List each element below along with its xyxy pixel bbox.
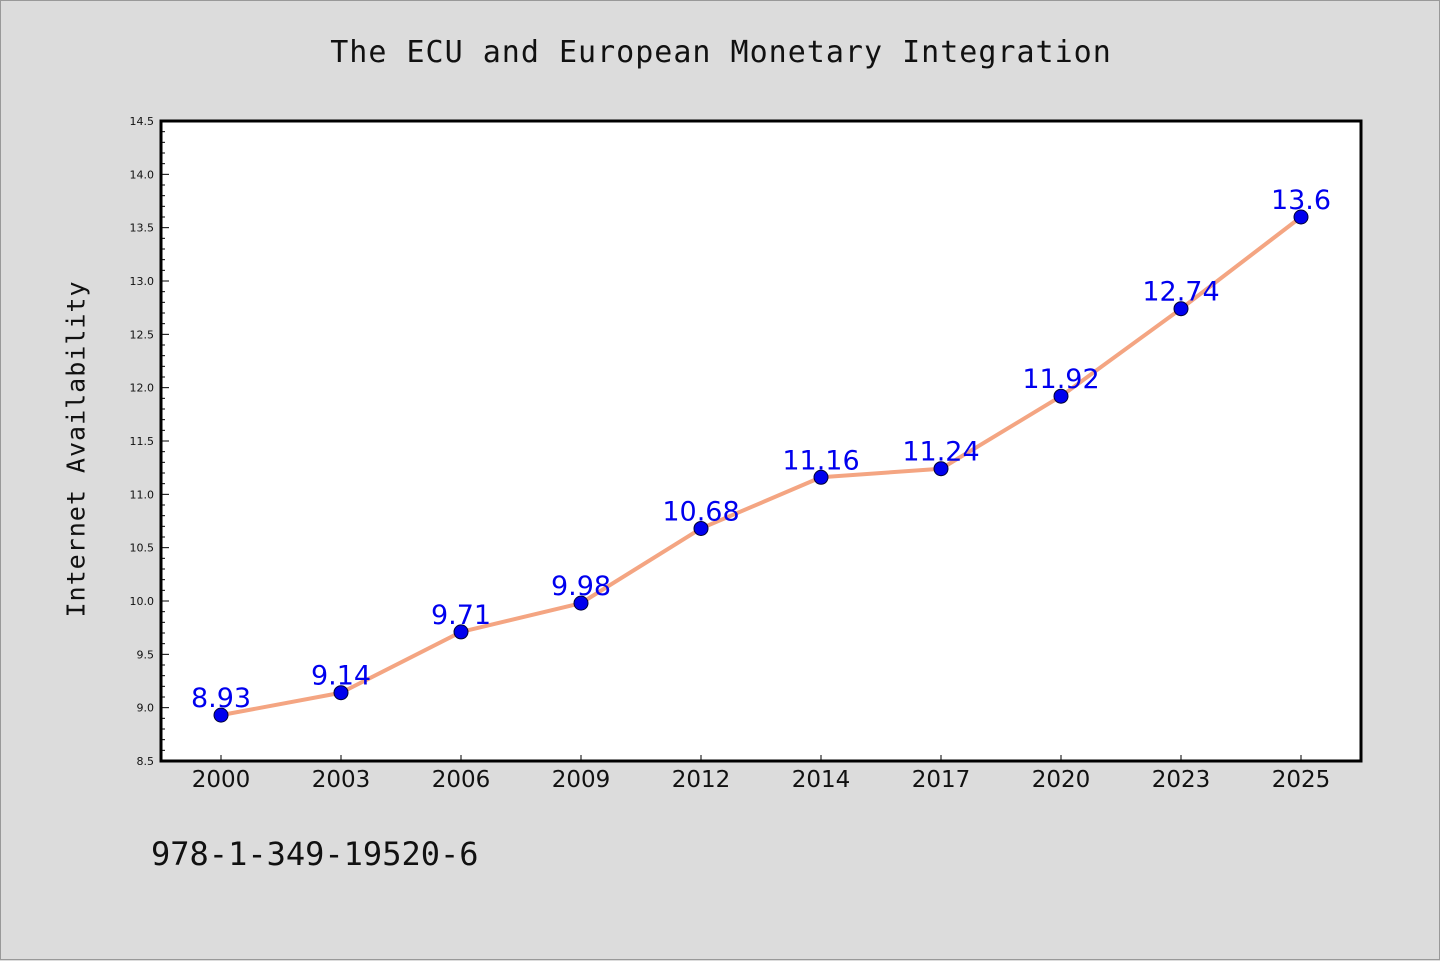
data-point-marker — [693, 520, 709, 536]
y-tick-label: 10.0 — [130, 595, 155, 608]
data-point-marker — [933, 461, 949, 477]
data-point-marker — [1053, 388, 1069, 404]
x-tick-label: 2012 — [672, 767, 731, 793]
data-label: 9.98 — [551, 571, 611, 602]
x-tick-label: 2014 — [792, 767, 851, 793]
y-tick-label: 10.5 — [130, 542, 155, 555]
data-label: 10.68 — [662, 496, 739, 527]
data-label: 11.92 — [1022, 364, 1099, 395]
y-axis-ticks: 8.5 9.0 9.5 10.0 10.5 11.0 11.5 12.0 12.5 13.0 13.… — [130, 115, 169, 768]
x-tick-label: 2020 — [1032, 767, 1091, 793]
data-point-marker — [573, 595, 589, 611]
y-tick-label: 11.5 — [130, 435, 155, 448]
y-tick-label: 12.5 — [130, 328, 155, 341]
data-label: 11.16 — [782, 445, 859, 476]
y-tick-label: 13.0 — [130, 275, 155, 288]
data-label: 12.74 — [1142, 277, 1219, 308]
y-tick-label: 14.0 — [130, 168, 155, 181]
data-label: 11.24 — [902, 437, 979, 468]
x-tick-label: 2000 — [192, 767, 251, 793]
y-tick-label: 11.0 — [130, 488, 155, 501]
x-axis-ticks: 2000 2003 2006 2009 2012 2014 2017 2020 2023 2025 — [192, 755, 1331, 793]
series-line — [219, 215, 1303, 718]
y-tick-label: 9.0 — [137, 702, 155, 715]
y-tick-label: 13.5 — [130, 222, 155, 235]
data-labels-group: 8.93 9.14 9.71 9.98 10.68 11.16 11.24 11.92 12.7… — [191, 185, 1331, 714]
data-point-marker — [813, 469, 829, 485]
data-point-marker — [1173, 301, 1189, 317]
series-line-group — [213, 209, 1309, 723]
data-label: 9.71 — [431, 600, 491, 631]
data-point-marker — [1293, 209, 1309, 225]
data-point-marker — [333, 685, 349, 701]
data-point-marker — [213, 707, 229, 723]
data-point-marker — [453, 624, 469, 640]
x-tick-label: 2003 — [312, 767, 371, 793]
data-label: 13.6 — [1271, 185, 1331, 216]
x-tick-label: 2017 — [912, 767, 971, 793]
data-label: 8.93 — [191, 683, 251, 714]
y-tick-label: 9.5 — [137, 648, 155, 661]
y-tick-label: 8.5 — [137, 755, 155, 768]
isbn-annotation: 978-1-349-19520-6 — [151, 835, 479, 873]
chart-title: The ECU and European Monetary Integratio… — [330, 35, 1112, 70]
x-tick-label: 2009 — [552, 767, 611, 793]
y-tick-label: 14.5 — [130, 115, 155, 128]
plot-area — [161, 121, 1361, 761]
plot-frame — [159, 119, 1363, 763]
x-tick-label: 2023 — [1152, 767, 1211, 793]
x-tick-label: 2025 — [1272, 767, 1331, 793]
y-tick-label: 12.0 — [130, 382, 155, 395]
x-tick-label: 2006 — [432, 767, 491, 793]
data-label: 9.14 — [311, 661, 371, 692]
